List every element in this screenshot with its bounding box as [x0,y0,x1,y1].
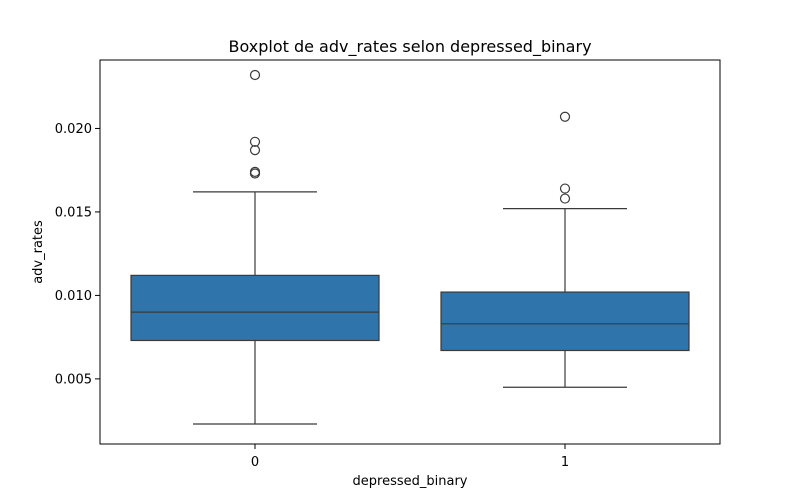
iqr-box [130,274,380,342]
y-axis: 0.005 0.010 0.015 0.020 [55,122,100,387]
y-tick-label: 0.010 [55,289,92,304]
plot-frame [99,59,721,445]
box-group-1 [440,111,690,388]
chart-title: Boxplot de adv_rates selon depressed_bin… [228,37,591,57]
y-tick-label: 0.015 [55,205,92,220]
outlier-point [559,183,571,194]
outlier-point [249,136,261,147]
x-axis-label: depressed_binary [353,474,468,489]
y-tick-label: 0.020 [55,122,92,137]
outlier-point [559,111,571,122]
plot-area [130,69,690,425]
outlier-point [249,69,261,81]
y-tick-label: 0.005 [55,372,92,387]
outlier-point [249,145,261,156]
iqr-box [440,291,690,352]
outlier-point [249,168,261,179]
y-axis-label: adv_rates [31,220,46,284]
x-tick-label: 1 [561,455,569,470]
box-group-0 [130,69,380,425]
x-tick-label: 0 [251,455,259,470]
outlier-point [559,193,571,204]
